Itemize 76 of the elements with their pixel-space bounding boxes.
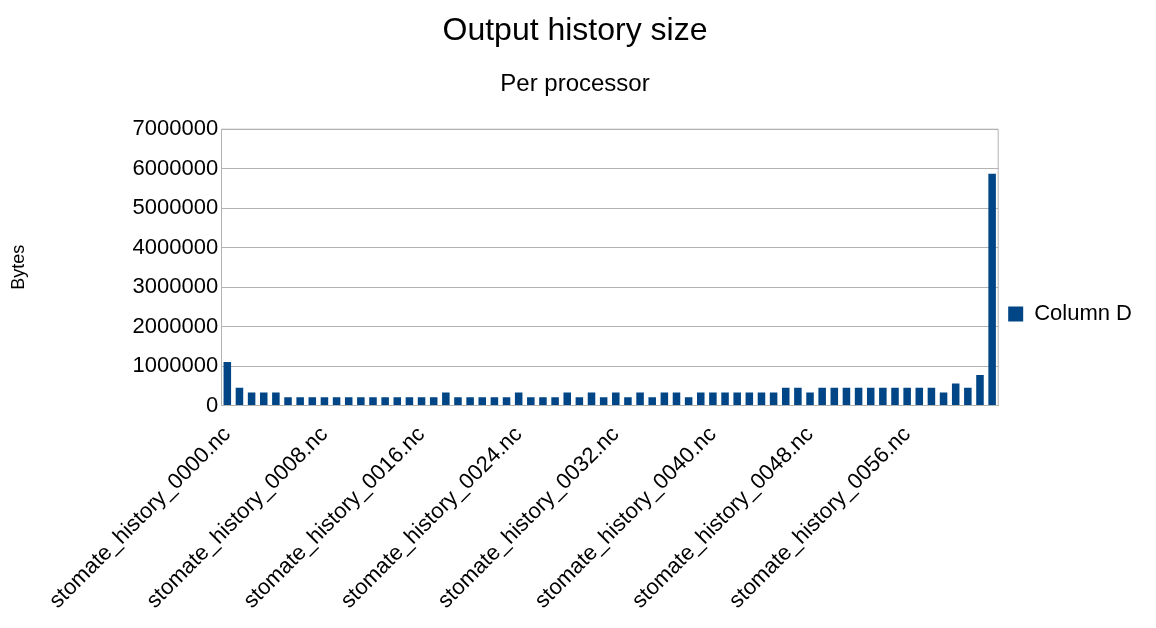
- bar: [502, 397, 511, 406]
- bar: [272, 392, 280, 406]
- bar: [429, 397, 438, 406]
- bar: [721, 392, 729, 406]
- bar: [466, 397, 474, 406]
- bar: [976, 375, 984, 406]
- y-axis-title: Bytes: [7, 244, 28, 290]
- bar: [964, 387, 972, 406]
- chart-subtitle: Per processor: [500, 69, 650, 97]
- bar: [369, 397, 377, 406]
- bar: [636, 392, 644, 406]
- bar: [247, 392, 256, 406]
- y-tick-label: 0: [206, 391, 219, 417]
- bar: [854, 387, 863, 406]
- y-tick-label: 6000000: [132, 154, 219, 180]
- bar: [332, 397, 341, 406]
- bar: [988, 173, 996, 406]
- bar: [745, 392, 754, 406]
- bar: [357, 397, 365, 406]
- bar: [417, 397, 426, 406]
- bar: [672, 392, 681, 406]
- bar: [223, 362, 232, 406]
- bar: [478, 397, 487, 406]
- bar: [781, 387, 790, 406]
- y-tick-label: 3000000: [132, 273, 219, 299]
- bar: [927, 387, 936, 406]
- y-tick-label: 5000000: [132, 194, 219, 220]
- bar: [951, 383, 960, 406]
- bar: [490, 397, 499, 406]
- y-tick-label: 2000000: [132, 312, 219, 338]
- y-tick-label: 1000000: [132, 352, 219, 378]
- bar: [454, 397, 462, 406]
- bar: [551, 397, 559, 406]
- y-tick-label: 4000000: [132, 233, 219, 259]
- bar: [697, 392, 705, 406]
- bar: [308, 397, 317, 406]
- bar: [769, 392, 778, 406]
- bar: [903, 387, 911, 406]
- bar: [442, 392, 450, 406]
- bar: [612, 392, 620, 406]
- bar: [684, 397, 693, 406]
- bar: [514, 392, 523, 406]
- bar: [575, 397, 584, 406]
- bar: [891, 387, 899, 406]
- bar: [587, 392, 596, 406]
- bar: [527, 397, 535, 406]
- bar: [599, 397, 608, 406]
- bar: [393, 397, 402, 406]
- bar: [259, 392, 268, 406]
- bar: [879, 387, 887, 406]
- bar: [757, 392, 766, 406]
- bar: [284, 397, 292, 406]
- bar: [660, 392, 669, 406]
- bar: [539, 397, 547, 406]
- bar: [733, 392, 741, 406]
- bar: [830, 387, 839, 406]
- legend-label: Column D: [1034, 300, 1132, 326]
- bar: [320, 397, 329, 406]
- bar: [709, 392, 717, 406]
- bar: [563, 392, 571, 406]
- bar: [806, 392, 814, 406]
- bar: [235, 387, 244, 406]
- bar: [648, 397, 656, 406]
- bar: [818, 387, 826, 406]
- bar: [915, 387, 924, 406]
- bar: [842, 387, 851, 406]
- y-tick-label: 7000000: [132, 115, 219, 141]
- bar: [794, 387, 802, 406]
- bar: [381, 397, 389, 406]
- bar: [624, 397, 632, 406]
- chart-title: Output history size: [442, 11, 708, 48]
- bar: [344, 397, 353, 406]
- bar: [296, 397, 304, 406]
- bar: [866, 387, 875, 406]
- bar: [405, 397, 414, 406]
- bar: [939, 392, 948, 406]
